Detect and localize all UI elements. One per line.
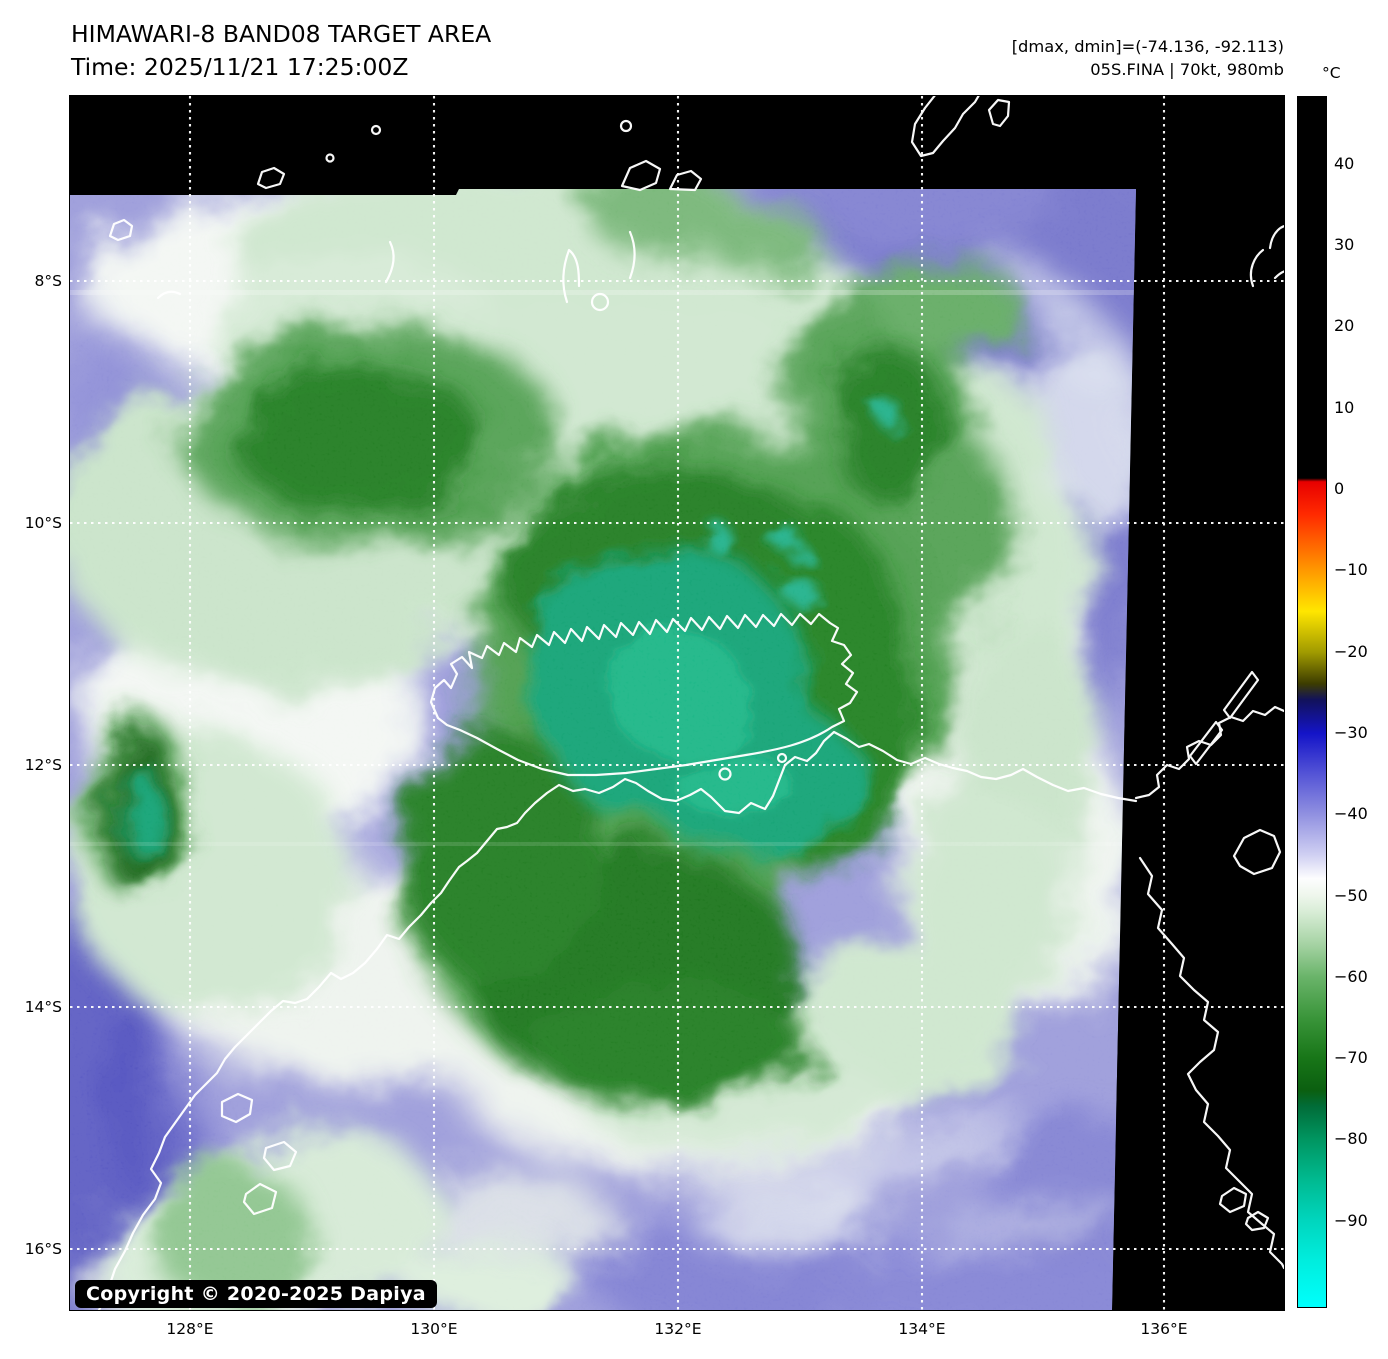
colorbar-tick: 30 [1334,235,1355,254]
lat-label: 8°S [34,272,62,290]
lon-label: 134°E [898,1320,946,1338]
colorbar-tick: −70 [1334,1048,1368,1067]
lat-label: 10°S [24,514,62,532]
lon-label: 130°E [410,1320,458,1338]
title-block: HIMAWARI-8 BAND08 TARGET AREA Time: 2025… [71,18,491,84]
colorbar-tick: −40 [1334,804,1368,823]
map-panel [69,95,1285,1311]
lat-label: 12°S [24,756,62,774]
data-swath [70,189,1136,1310]
lon-label: 136°E [1140,1320,1188,1338]
dmax-dmin-readout: [dmax, dmin]=(-74.136, -92.113) [1011,37,1284,56]
colorbar-tick: 0 [1334,479,1345,498]
storm-info: 05S.FINA | 70kt, 980mb [1090,59,1284,79]
lon-label: 132°E [654,1320,702,1338]
colorbar-tick: −80 [1334,1129,1368,1148]
colorbar-tick: −90 [1334,1211,1368,1230]
header-right: [dmax, dmin]=(-74.136, -92.113) 05S.FINA… [1012,36,1284,81]
timestamp: Time: 2025/11/21 17:25:00Z [71,53,409,81]
colorbar-tick: −60 [1334,967,1368,986]
lat-label: 16°S [24,1240,62,1258]
satellite-map [70,96,1284,1310]
colorbar-unit-label: °C [1322,64,1341,82]
lon-label: 128°E [166,1320,214,1338]
colorbar-tick: −10 [1334,560,1368,579]
colorbar-tick: 40 [1334,154,1355,173]
copyright-badge: Copyright © 2020-2025 Dapiya [75,1280,437,1308]
colorbar-tick: 20 [1334,316,1355,335]
colorbar-tick: −50 [1334,886,1368,905]
page-title: HIMAWARI-8 BAND08 TARGET AREA [71,20,492,48]
coastlines [97,96,1284,1310]
colorbar-tick: 10 [1334,398,1355,417]
lat-label: 14°S [24,998,62,1016]
temperature-colorbar [1297,96,1327,1308]
colorbar-tick: −20 [1334,642,1368,661]
colorbar-tick: −30 [1334,723,1368,742]
